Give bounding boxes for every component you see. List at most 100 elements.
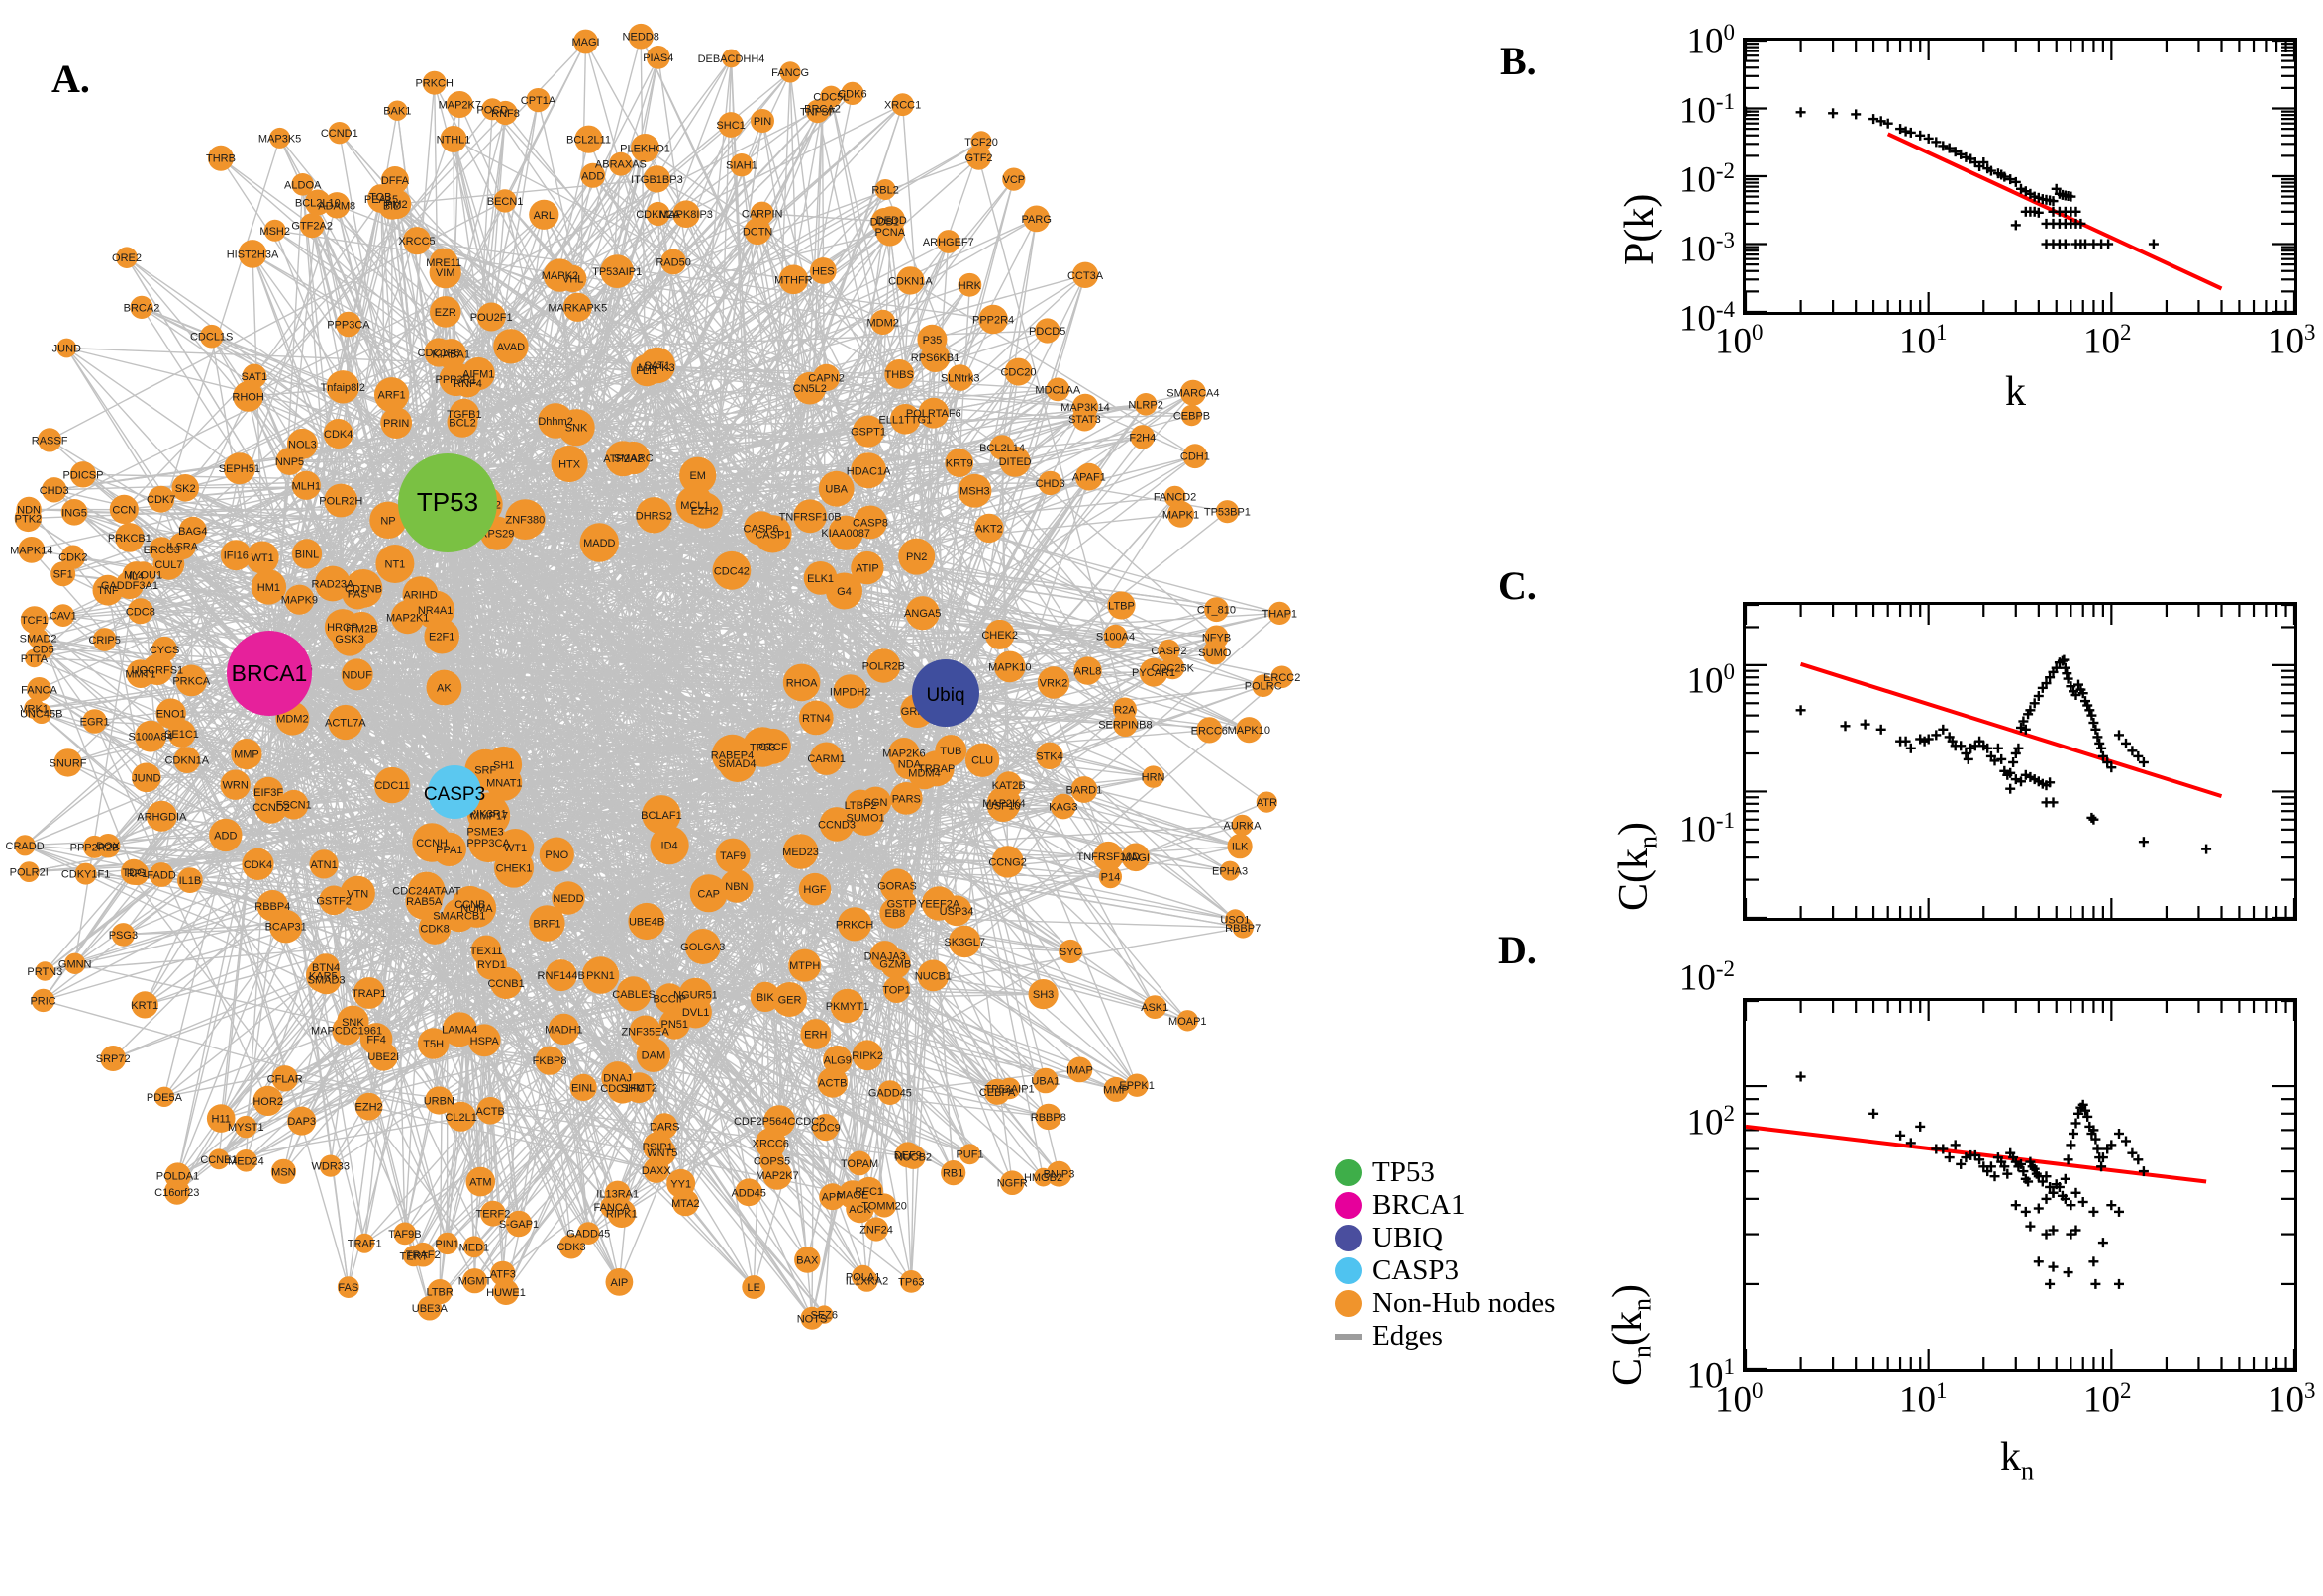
network-node[interactable]: [898, 538, 936, 575]
network-node[interactable]: [35, 961, 55, 981]
network-node[interactable]: [238, 240, 267, 268]
network-node[interactable]: [42, 477, 67, 503]
network-node[interactable]: [558, 1234, 584, 1259]
network-node[interactable]: [845, 789, 876, 821]
network-node[interactable]: [148, 485, 175, 513]
network-node[interactable]: [847, 1150, 872, 1176]
network-node[interactable]: [1033, 1067, 1059, 1094]
network-node[interactable]: [872, 1193, 897, 1218]
network-node[interactable]: [562, 292, 592, 322]
network-node[interactable]: [82, 709, 107, 734]
network-node[interactable]: [115, 570, 145, 600]
network-node[interactable]: [655, 983, 685, 1014]
network-node[interactable]: [14, 835, 36, 856]
network-node[interactable]: [306, 958, 341, 993]
network-node[interactable]: [231, 739, 262, 770]
network-node[interactable]: [465, 1166, 496, 1197]
network-node[interactable]: [1037, 666, 1070, 699]
network-node[interactable]: [485, 746, 523, 783]
network-node[interactable]: [429, 256, 461, 289]
network-node[interactable]: [373, 766, 411, 804]
network-node[interactable]: [208, 1148, 230, 1170]
network-node[interactable]: [152, 548, 185, 580]
network-node[interactable]: [882, 975, 911, 1004]
network-node[interactable]: [631, 134, 659, 162]
network-node[interactable]: [863, 1217, 889, 1242]
network-node[interactable]: [353, 977, 385, 1009]
network-node[interactable]: [208, 145, 234, 171]
network-node[interactable]: [949, 925, 981, 958]
network-node[interactable]: [643, 165, 671, 193]
network-node[interactable]: [576, 1222, 600, 1245]
network-node[interactable]: [28, 628, 49, 649]
network-node[interactable]: [958, 473, 992, 508]
network-node[interactable]: [798, 872, 832, 906]
network-node[interactable]: [947, 364, 973, 391]
network-node[interactable]: [173, 747, 201, 773]
network-node[interactable]: [374, 377, 410, 413]
network-node[interactable]: [812, 1114, 840, 1142]
network-node[interactable]: [493, 189, 517, 213]
network-node[interactable]: [242, 848, 274, 881]
legend-item-ubiq[interactable]: UBIQ: [1335, 1222, 1533, 1254]
network-node[interactable]: [1036, 742, 1063, 769]
network-node[interactable]: [689, 874, 728, 913]
network-node[interactable]: [628, 902, 665, 941]
network-node[interactable]: [984, 619, 1015, 649]
network-node[interactable]: [287, 1106, 317, 1136]
network-node[interactable]: [1002, 167, 1026, 191]
network-node[interactable]: [609, 151, 633, 176]
network-node[interactable]: [127, 598, 153, 625]
network-node[interactable]: [269, 127, 291, 149]
network-node[interactable]: [779, 61, 801, 83]
network-node[interactable]: [341, 658, 373, 691]
network-node[interactable]: [336, 311, 361, 338]
network-node[interactable]: [446, 1101, 476, 1132]
network-node[interactable]: [1070, 776, 1098, 803]
network-node[interactable]: [171, 474, 199, 502]
network-node[interactable]: [964, 743, 1000, 777]
network-node[interactable]: [1023, 205, 1051, 233]
network-node[interactable]: [324, 483, 358, 518]
hub-node-casp3[interactable]: [428, 765, 481, 819]
network-node[interactable]: [461, 1268, 488, 1294]
network-node[interactable]: [242, 363, 267, 389]
network-node[interactable]: [994, 650, 1026, 683]
network-node[interactable]: [380, 407, 413, 439]
network-node[interactable]: [146, 800, 177, 832]
network-node[interactable]: [870, 309, 896, 335]
network-node[interactable]: [1046, 377, 1070, 402]
network-node[interactable]: [410, 1242, 436, 1267]
network-node[interactable]: [461, 356, 495, 391]
network-node[interactable]: [1130, 425, 1156, 449]
network-node[interactable]: [1267, 601, 1291, 626]
network-node[interactable]: [490, 966, 523, 1000]
network-node[interactable]: [601, 1061, 634, 1094]
network-node[interactable]: [679, 995, 712, 1029]
network-node[interactable]: [319, 1154, 342, 1177]
network-node[interactable]: [1179, 379, 1206, 406]
network-node[interactable]: [869, 941, 900, 971]
network-node[interactable]: [529, 905, 565, 942]
network-node[interactable]: [345, 611, 378, 645]
network-node[interactable]: [476, 1097, 505, 1125]
network-node[interactable]: [535, 1046, 564, 1075]
network-node[interactable]: [548, 1013, 580, 1046]
network-node[interactable]: [823, 1046, 853, 1075]
network-node[interactable]: [884, 359, 915, 389]
network-node[interactable]: [449, 398, 479, 429]
network-node[interactable]: [14, 504, 43, 533]
network-node[interactable]: [405, 882, 443, 920]
legend-item-non-hub-nodes[interactable]: Non-Hub nodes: [1335, 1287, 1555, 1320]
network-node[interactable]: [1231, 814, 1254, 837]
network-node[interactable]: [830, 988, 864, 1023]
network-node[interactable]: [1142, 765, 1164, 788]
network-node[interactable]: [580, 162, 606, 188]
network-node[interactable]: [1059, 939, 1083, 964]
network-node[interactable]: [935, 735, 967, 766]
network-node[interactable]: [426, 669, 462, 706]
network-node[interactable]: [1112, 697, 1137, 722]
network-node[interactable]: [941, 1160, 966, 1186]
network-node[interactable]: [890, 404, 921, 435]
network-node[interactable]: [505, 499, 546, 540]
